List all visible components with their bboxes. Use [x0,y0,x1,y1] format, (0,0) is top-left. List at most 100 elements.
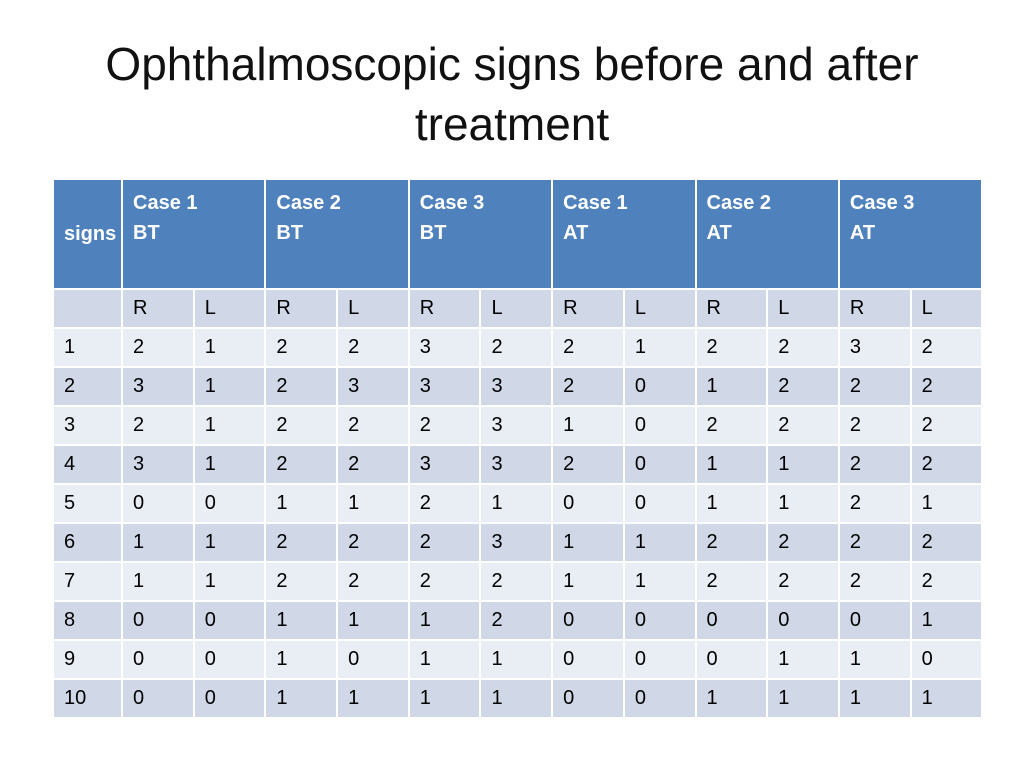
table-cell: 2 [837,483,912,524]
table-cell: 3 [121,366,195,407]
table-cell: 0 [192,639,267,680]
sign-number-cell: 2 [52,366,123,407]
table-cell: 1 [192,366,267,407]
table-cell: 0 [622,405,697,446]
sign-number-cell: 10 [52,678,123,719]
table-cell: 1 [622,561,697,602]
table-cell: 0 [336,639,410,680]
subheader-cell: L [192,288,267,329]
table-cell: 0 [121,639,195,680]
table-cell: 1 [766,483,840,524]
table-cell: 2 [837,405,912,446]
table-cell: 1 [336,600,410,641]
slide-title: Ophthalmoscopic signs before and after t… [105,38,919,150]
table-cell: 1 [192,444,267,485]
subheader-cell: R [407,288,482,329]
table-cell: 1 [479,483,554,524]
table-cell: 1 [407,600,482,641]
table-cell: 1 [264,600,339,641]
table-cell: 2 [694,561,769,602]
case-header-line2: AT [563,222,589,244]
table-cell: 1 [766,444,840,485]
subheader-cell: R [694,288,769,329]
table-cell: 1 [336,483,410,524]
table-cell: 2 [837,522,912,563]
table-cell: 2 [264,366,339,407]
subheader-cell: L [766,288,840,329]
table-cell: 2 [336,405,410,446]
sign-number-cell: 7 [52,561,123,602]
table-cell: 0 [551,600,625,641]
table-cell: 1 [766,639,840,680]
table-cell: 3 [407,444,482,485]
table-cell: 2 [264,405,339,446]
sign-number-cell: 6 [52,522,123,563]
table-cell: 2 [264,444,339,485]
table-cell: 2 [694,522,769,563]
table-cell: 3 [407,327,482,368]
table-cell: 0 [622,678,697,719]
table-cell: 0 [622,444,697,485]
case-header: Case 1 BT [120,178,267,290]
table-cell: 3 [336,366,410,407]
table-cell: 1 [694,483,769,524]
case-header-line2: BT [419,222,447,244]
signs-table: signs Case 1 BT Case 2 BT Case 3 BT Case… [52,178,984,719]
table-cell: 0 [622,639,697,680]
table-cell: 1 [407,678,482,719]
table-cell: 1 [694,678,769,719]
table-cell: 2 [909,444,984,485]
table-cell: 1 [551,405,625,446]
table-cell: 1 [479,639,554,680]
table-cell: 0 [192,600,267,641]
table-cell: 1 [407,639,482,680]
case-header-line1: Case 1 [133,192,198,214]
table-cell: 1 [192,522,267,563]
table-cell: 0 [551,483,625,524]
case-header-line2: AT [849,222,876,244]
table-cell: 1 [479,678,554,719]
case-header: Case 1 AT [551,178,697,290]
table-cell: 0 [551,639,625,680]
table-cell: 1 [909,483,984,524]
table-cell: 1 [336,678,410,719]
case-header-line1: Case 2 [276,192,341,214]
table-cell: 0 [622,366,697,407]
table-cell: 0 [551,678,625,719]
table-cell: 1 [766,678,840,719]
case-header-line2: BT [133,222,160,244]
table-cell: 2 [336,444,410,485]
table-cell: 0 [766,600,840,641]
table-cell: 1 [192,561,267,602]
table-cell: 2 [766,366,840,407]
table-cell: 2 [909,561,984,602]
subheader-cell: R [121,288,195,329]
table-cell: 0 [121,483,195,524]
table-cell: 2 [407,405,482,446]
subheader-cell [52,288,123,329]
table-cell: 0 [121,600,195,641]
subheader-cell: R [551,288,625,329]
table-cell: 1 [694,444,769,485]
case-header: Case 3 BT [407,178,554,290]
header-row: signs Case 1 BT Case 2 BT Case 3 BT Case… [52,178,984,290]
table-cell: 1 [121,522,195,563]
case-header: Case 2 BT [264,178,410,290]
table-row: 10 0 0 1 1 1 1 0 0 1 1 1 1 [52,678,984,719]
table-cell: 1 [121,561,195,602]
table-cell: 2 [909,522,984,563]
table-cell: 2 [336,561,410,602]
table-cell: 1 [622,522,697,563]
table-cell: 2 [837,366,912,407]
table-cell: 2 [551,327,625,368]
table-cell: 3 [479,366,554,407]
sign-number-cell: 5 [52,483,123,524]
sign-number-cell: 3 [52,405,123,446]
